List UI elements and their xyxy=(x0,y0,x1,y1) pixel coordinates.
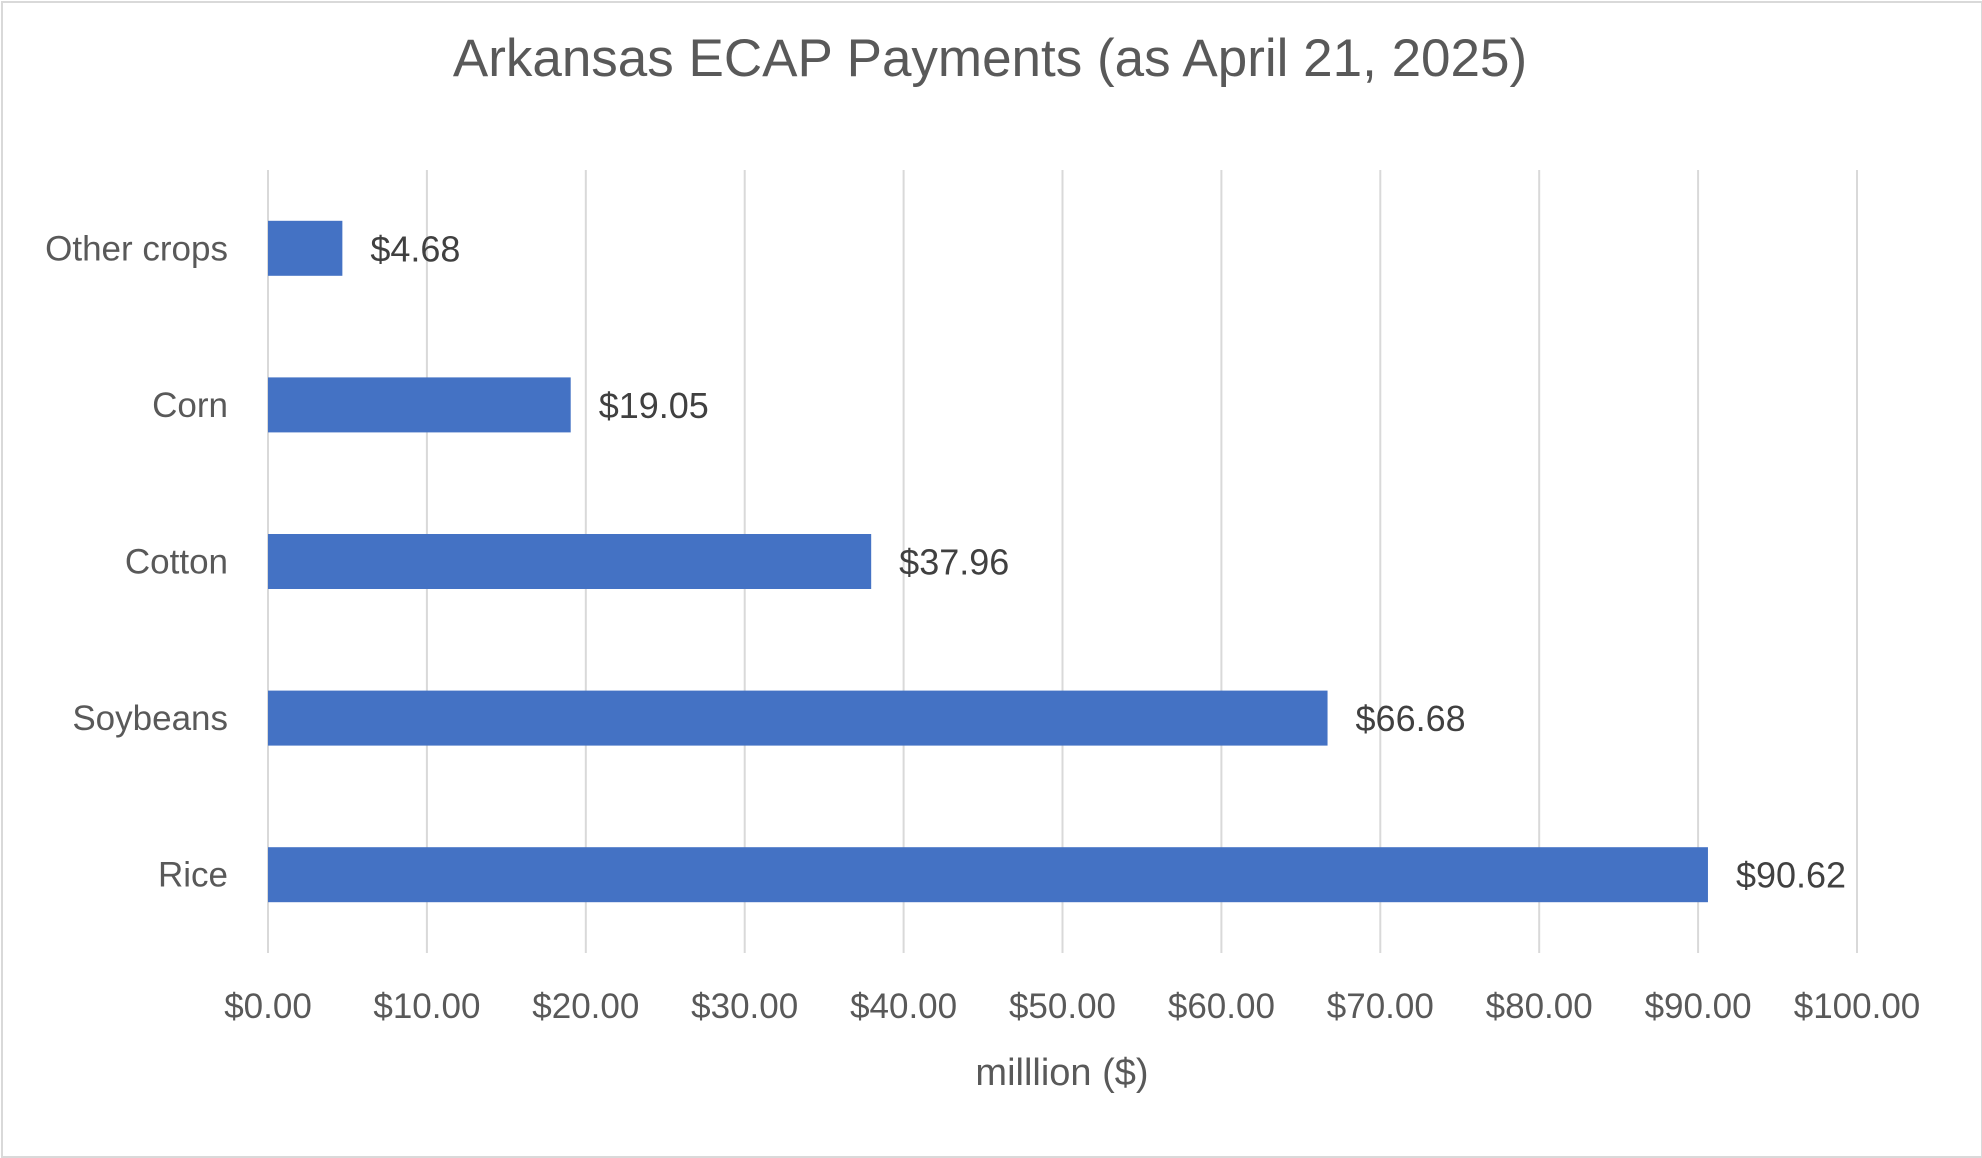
bars xyxy=(268,220,1708,903)
category-label: Corn xyxy=(152,386,228,425)
x-axis-tick-labels: $0.00 $10.00 $20.00 $30.00 $40.00 $50.00 $60.0… xyxy=(224,987,1920,1026)
category-label: Soybeans xyxy=(72,699,228,738)
x-tick-label: $100.00 xyxy=(1794,987,1921,1026)
category-label: Rice xyxy=(158,856,228,895)
x-tick-label: $30.00 xyxy=(691,987,798,1026)
x-axis-title: milllion ($) xyxy=(975,1052,1148,1094)
category-label: Cotton xyxy=(125,543,228,582)
bar-other-crops xyxy=(268,220,343,276)
bar-rice xyxy=(268,847,1708,903)
x-tick-label: $60.00 xyxy=(1168,987,1275,1026)
data-label: $66.68 xyxy=(1356,698,1466,739)
category-label: Other crops xyxy=(45,229,228,268)
data-label: $90.62 xyxy=(1736,855,1846,896)
bar-cotton xyxy=(268,534,872,589)
x-tick-label: $90.00 xyxy=(1645,987,1752,1026)
gridlines xyxy=(267,170,1858,953)
x-tick-label: $80.00 xyxy=(1486,987,1593,1026)
bar-soybeans xyxy=(268,690,1328,746)
x-tick-label: $50.00 xyxy=(1009,987,1116,1026)
x-tick-label: $70.00 xyxy=(1327,987,1434,1026)
x-tick-label: $10.00 xyxy=(373,987,480,1026)
data-label: $37.96 xyxy=(899,542,1009,583)
data-labels: $4.68 $19.05 $37.96 $66.68 $90.62 xyxy=(370,228,1846,895)
chart-title: Arkansas ECAP Payments (as April 21, 202… xyxy=(453,29,1527,88)
bar-corn xyxy=(268,377,571,433)
x-tick-label: $20.00 xyxy=(532,987,639,1026)
y-axis-tick-labels: Other crops Corn Cotton Soybeans Rice xyxy=(45,229,228,894)
x-tick-label: $40.00 xyxy=(850,987,957,1026)
x-tick-label: $0.00 xyxy=(224,987,312,1026)
data-label: $4.68 xyxy=(370,228,460,269)
data-label: $19.05 xyxy=(599,385,709,426)
